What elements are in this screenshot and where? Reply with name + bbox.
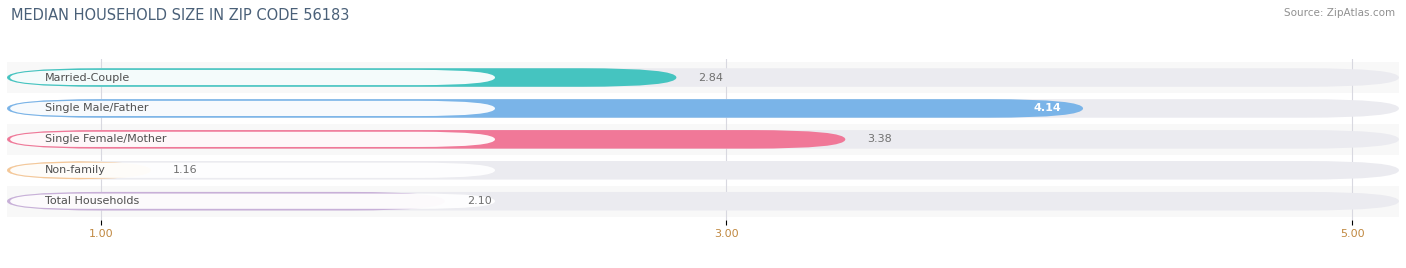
- FancyBboxPatch shape: [7, 130, 845, 149]
- FancyBboxPatch shape: [7, 186, 1399, 217]
- Text: MEDIAN HOUSEHOLD SIZE IN ZIP CODE 56183: MEDIAN HOUSEHOLD SIZE IN ZIP CODE 56183: [11, 8, 350, 23]
- FancyBboxPatch shape: [7, 68, 1399, 87]
- FancyBboxPatch shape: [7, 124, 1399, 155]
- FancyBboxPatch shape: [10, 132, 495, 147]
- FancyBboxPatch shape: [7, 192, 1399, 210]
- FancyBboxPatch shape: [10, 193, 495, 209]
- FancyBboxPatch shape: [10, 70, 495, 85]
- FancyBboxPatch shape: [10, 163, 495, 178]
- FancyBboxPatch shape: [7, 130, 1399, 149]
- FancyBboxPatch shape: [7, 93, 1399, 124]
- FancyBboxPatch shape: [7, 99, 1083, 118]
- FancyBboxPatch shape: [7, 192, 444, 210]
- Text: Single Female/Mother: Single Female/Mother: [45, 134, 166, 144]
- FancyBboxPatch shape: [7, 161, 150, 180]
- FancyBboxPatch shape: [7, 99, 1399, 118]
- Text: Married-Couple: Married-Couple: [45, 73, 129, 83]
- Text: Source: ZipAtlas.com: Source: ZipAtlas.com: [1284, 8, 1395, 18]
- Text: Total Households: Total Households: [45, 196, 139, 206]
- Text: 2.84: 2.84: [699, 73, 723, 83]
- FancyBboxPatch shape: [7, 68, 676, 87]
- Text: 3.38: 3.38: [868, 134, 891, 144]
- Text: 1.16: 1.16: [173, 165, 197, 175]
- FancyBboxPatch shape: [10, 101, 495, 116]
- Text: Single Male/Father: Single Male/Father: [45, 103, 148, 113]
- Text: Non-family: Non-family: [45, 165, 105, 175]
- FancyBboxPatch shape: [7, 155, 1399, 186]
- Text: 4.14: 4.14: [1033, 103, 1062, 113]
- FancyBboxPatch shape: [7, 161, 1399, 180]
- Text: 2.10: 2.10: [467, 196, 492, 206]
- FancyBboxPatch shape: [7, 62, 1399, 93]
